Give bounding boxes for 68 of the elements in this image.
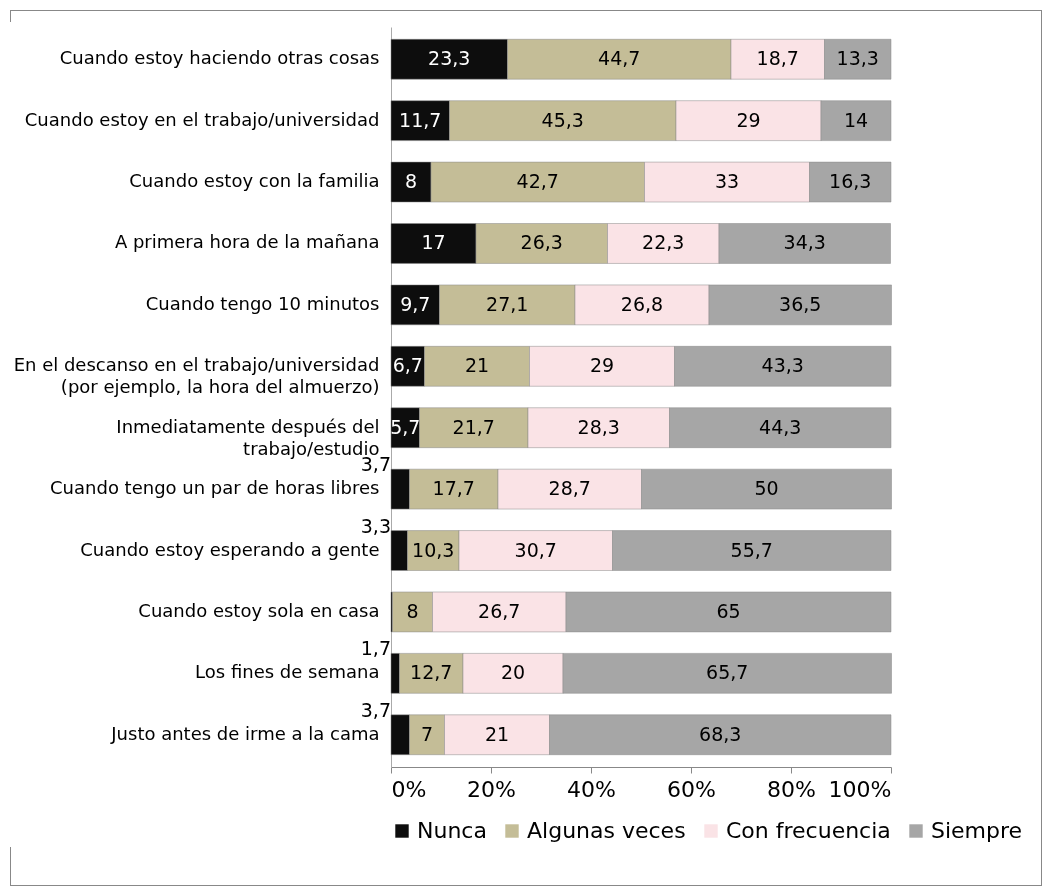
data-label: 9,7 [400, 292, 431, 315]
data-label: 12,7 [410, 661, 453, 684]
data-label: 43,3 [761, 354, 804, 377]
y-tick-label: Justo antes de irme a la cama [110, 722, 380, 744]
data-label: 30,7 [514, 538, 557, 561]
y-tick-label: Cuando estoy con la familia [129, 170, 380, 192]
x-tick-label: 20% [467, 776, 516, 802]
data-label: 33 [714, 170, 740, 193]
data-label: 27,1 [486, 292, 529, 315]
data-label: 65,7 [706, 661, 749, 684]
data-label: 65 [716, 599, 741, 622]
data-label: 26,3 [520, 231, 563, 254]
data-label: 16,3 [829, 170, 872, 193]
data-label: 20 [500, 661, 526, 684]
data-label: 21 [464, 354, 490, 377]
data-label: 28,7 [548, 477, 591, 500]
data-label: 21,7 [452, 415, 495, 438]
x-tick-label: 100% [828, 776, 892, 802]
data-label: 8 [404, 170, 418, 193]
data-label: 22,3 [642, 231, 685, 254]
legend-label: Algunas veces [527, 818, 686, 843]
data-label: 23,3 [428, 47, 471, 70]
data-label: 13,3 [836, 47, 879, 70]
data-label: 8 [406, 599, 419, 622]
legend-label: Con frecuencia [726, 818, 891, 843]
data-label: 26,8 [620, 292, 664, 315]
data-label: 50 [754, 477, 779, 500]
y-tick-label: Los fines de semana [195, 661, 380, 683]
y-tick-label: A primera hora de la mañana [114, 231, 380, 253]
y-tick-label: Cuando estoy sola en casa [138, 599, 380, 621]
x-tick-label: 80% [767, 776, 816, 802]
data-label: 17,7 [432, 477, 475, 500]
y-tick-label: Cuando tengo 10 minutos [145, 292, 380, 314]
x-tick-label: 0% [391, 776, 427, 802]
data-label: 3,3 [360, 514, 391, 537]
data-label: 3,7 [360, 698, 391, 721]
y-tick-label: Cuando estoy esperando a gente [80, 538, 380, 560]
data-label: 1,7 [360, 637, 391, 660]
data-label: 44,3 [759, 415, 802, 438]
data-label: 11,7 [399, 108, 442, 131]
data-label: 10,3 [412, 538, 455, 561]
y-tick-label: Inmediatamente después del trabajo/estudio [116, 415, 380, 459]
data-label: 28,3 [577, 415, 620, 438]
y-tick-label: Cuando estoy haciendo otras cosas [59, 47, 380, 69]
legend-label: Siempre [931, 818, 1023, 843]
data-label: 5,7 [390, 415, 421, 438]
data-label: 55,7 [730, 538, 773, 561]
data-label: 68,3 [699, 722, 742, 745]
data-label: 18,7 [756, 47, 799, 70]
data-label: 7 [420, 722, 434, 745]
data-label: 42,7 [516, 170, 559, 193]
data-label: 6,7 [392, 354, 423, 377]
data-label: 29 [589, 354, 615, 377]
data-label: 14 [843, 108, 869, 131]
x-tick-label: 60% [667, 776, 716, 802]
x-tick-label: 40% [567, 776, 616, 802]
data-label: 21 [484, 722, 510, 745]
data-label: 44,7 [598, 47, 641, 70]
y-tick-label: En el descanso en el trabajo/universidad (por ejemplo, la hora del almuerzo) [13, 354, 380, 398]
data-label: 36,5 [779, 292, 822, 315]
data-label: 17 [421, 231, 446, 254]
data-label: 45,3 [541, 108, 584, 131]
data-label: 29 [736, 108, 761, 131]
data-label: 34,3 [783, 231, 826, 254]
y-tick-label: Cuando tengo un par de horas libres [50, 477, 380, 499]
data-label: 26,7 [478, 599, 521, 622]
y-tick-label: Cuando estoy en el trabajo/universidad [24, 108, 380, 130]
legend-label: Nunca [417, 818, 487, 843]
